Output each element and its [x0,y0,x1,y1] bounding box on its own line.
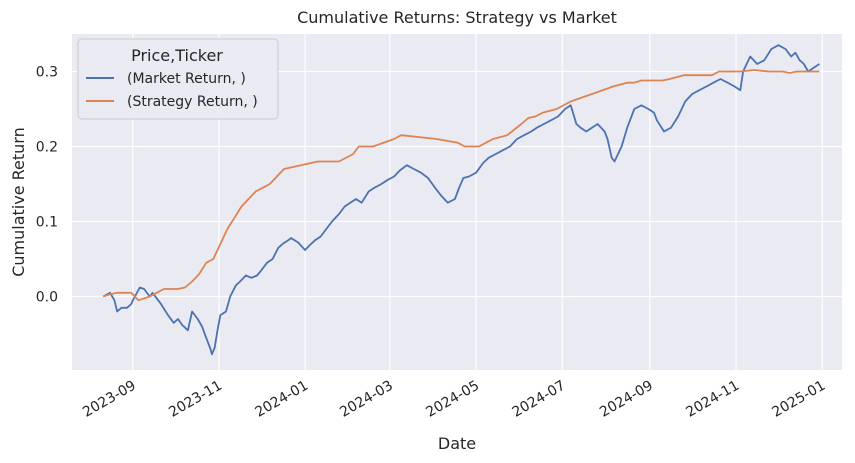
legend: Price,Ticker (Market Return, ) (Strategy… [77,38,279,120]
legend-box [77,38,279,120]
y-tick-label: 0.2 [36,140,58,156]
x-tick-label: 2023-11 [166,378,225,421]
chart-title: Cumulative Returns: Strategy vs Market [297,8,617,27]
x-tick-label: 2024-01 [252,378,311,421]
y-tick-labels: 0.0 0.1 0.2 0.3 [36,65,58,306]
x-tick-label: 2024-07 [510,378,569,421]
legend-title: Price,Ticker [131,46,223,65]
x-tick-label: 2024-05 [423,378,482,421]
y-axis-label: Cumulative Return [9,127,28,277]
y-tick-label: 0.3 [36,65,58,81]
y-tick-label: 0.0 [36,290,58,306]
legend-label-market: (Market Return, ) [127,71,246,87]
x-tick-labels: 2023-09 2023-11 2024-01 2024-03 2024-05 2024-… [80,378,828,421]
grid-lines [72,34,842,370]
x-tick-label: 2023-09 [80,378,139,421]
x-tick-label: 2024-09 [597,378,656,421]
x-axis-label: Date [438,434,476,453]
legend-label-strategy: (Strategy Return, ) [127,94,258,110]
x-tick-label: 2024-11 [683,378,742,421]
x-tick-label: 2025-01 [770,378,829,421]
series-layer [102,44,820,356]
series-line-market [102,44,820,356]
y-tick-label: 0.1 [36,215,58,231]
series-line-strategy [102,69,820,302]
x-tick-label: 2024-03 [337,378,396,421]
